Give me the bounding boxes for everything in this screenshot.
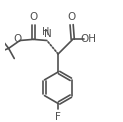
Text: OH: OH: [80, 34, 96, 44]
Text: O: O: [68, 12, 76, 22]
Text: O: O: [29, 12, 38, 22]
Text: O: O: [13, 34, 22, 44]
Text: N: N: [44, 29, 51, 39]
Text: F: F: [55, 112, 61, 122]
Text: H: H: [42, 27, 50, 37]
